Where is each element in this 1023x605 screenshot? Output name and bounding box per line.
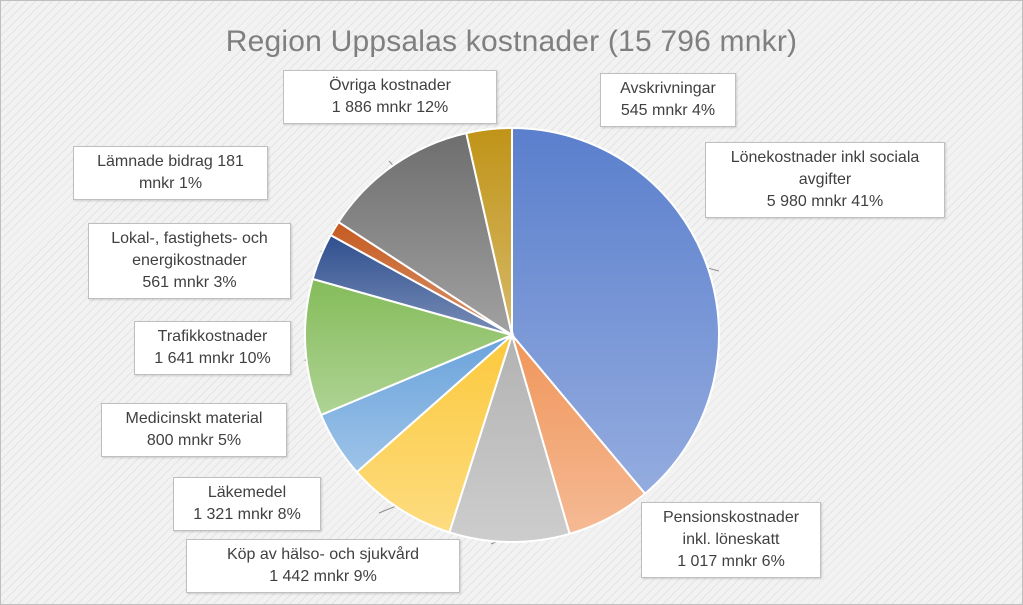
data-label-line: Lämnade bidrag 181 bbox=[97, 153, 244, 170]
data-label-line: avgifter bbox=[798, 171, 852, 188]
data-label-line: Läkemedel bbox=[207, 484, 287, 501]
data-label-line: 1 321 mnkr 8% bbox=[193, 506, 301, 523]
data-label-line: Övriga kostnader bbox=[329, 77, 451, 94]
data-label-line: mnkr 1% bbox=[138, 175, 203, 192]
data-label-1: Lönekostnader inkl sociala avgifter 5 980 … bbox=[705, 142, 945, 218]
pie-slice-10 bbox=[465, 126, 513, 336]
data-label-line: 1 886 mnkr 12% bbox=[331, 99, 449, 116]
data-label-3: Köp av hälso- och sjukvård 1 442 mnkr 9% bbox=[186, 539, 460, 593]
data-label-line: 545 mnkr 4% bbox=[620, 102, 716, 119]
data-label-line: Avskrivningar bbox=[620, 80, 716, 97]
data-label-line: inkl. löneskatt bbox=[682, 531, 780, 548]
chart-title: Region Uppsalas kostnader (15 796 mnkr) bbox=[225, 25, 798, 58]
data-label-line: Lönekostnader inkl sociala bbox=[730, 149, 920, 166]
data-label-line: Lokal-, fastighets- och bbox=[111, 230, 268, 247]
data-label-line: 1 017 mnkr 6% bbox=[677, 553, 785, 570]
data-label-line: Pensionskostnader bbox=[662, 509, 800, 526]
data-label-line: energikostnader bbox=[132, 252, 247, 269]
data-label-7: Lokal-, fastighets- och energikostnader 56… bbox=[88, 223, 291, 299]
data-label-8: Lämnade bidrag 181 mnkr 1% bbox=[73, 146, 268, 200]
data-label-10: Avskrivningar 545 mnkr 4% bbox=[600, 73, 736, 127]
pie-slice-3 bbox=[448, 331, 571, 543]
pie-slice-9 bbox=[337, 131, 514, 338]
data-label-4: Läkemedel 1 321 mnkr 8% bbox=[173, 477, 321, 531]
data-label-line: 1 641 mnkr 10% bbox=[154, 350, 271, 367]
pie-slice-4 bbox=[355, 331, 515, 534]
data-label-line: 5 980 mnkr 41% bbox=[766, 193, 884, 210]
data-label-line: Köp av hälso- och sjukvård bbox=[226, 546, 420, 563]
pie-slice-1 bbox=[511, 126, 720, 496]
data-label-2: Pensionskostnader inkl. löneskatt 1 017 mn… bbox=[641, 502, 821, 578]
data-label-line: Medicinskt material bbox=[125, 410, 263, 427]
pie-slice-6 bbox=[304, 277, 516, 417]
data-label-9: Övriga kostnader 1 886 mnkr 12% bbox=[283, 70, 497, 124]
data-label-line: Trafikkostnader bbox=[157, 328, 268, 345]
data-label-line: 800 mnkr 5% bbox=[146, 432, 242, 449]
data-label-6: Trafikkostnader 1 641 mnkr 10% bbox=[134, 321, 291, 375]
data-label-line: 561 mnkr 3% bbox=[142, 274, 237, 291]
data-label-5: Medicinskt material 800 mnkr 5% bbox=[101, 403, 287, 457]
data-label-line: 1 442 mnkr 9% bbox=[269, 568, 377, 585]
